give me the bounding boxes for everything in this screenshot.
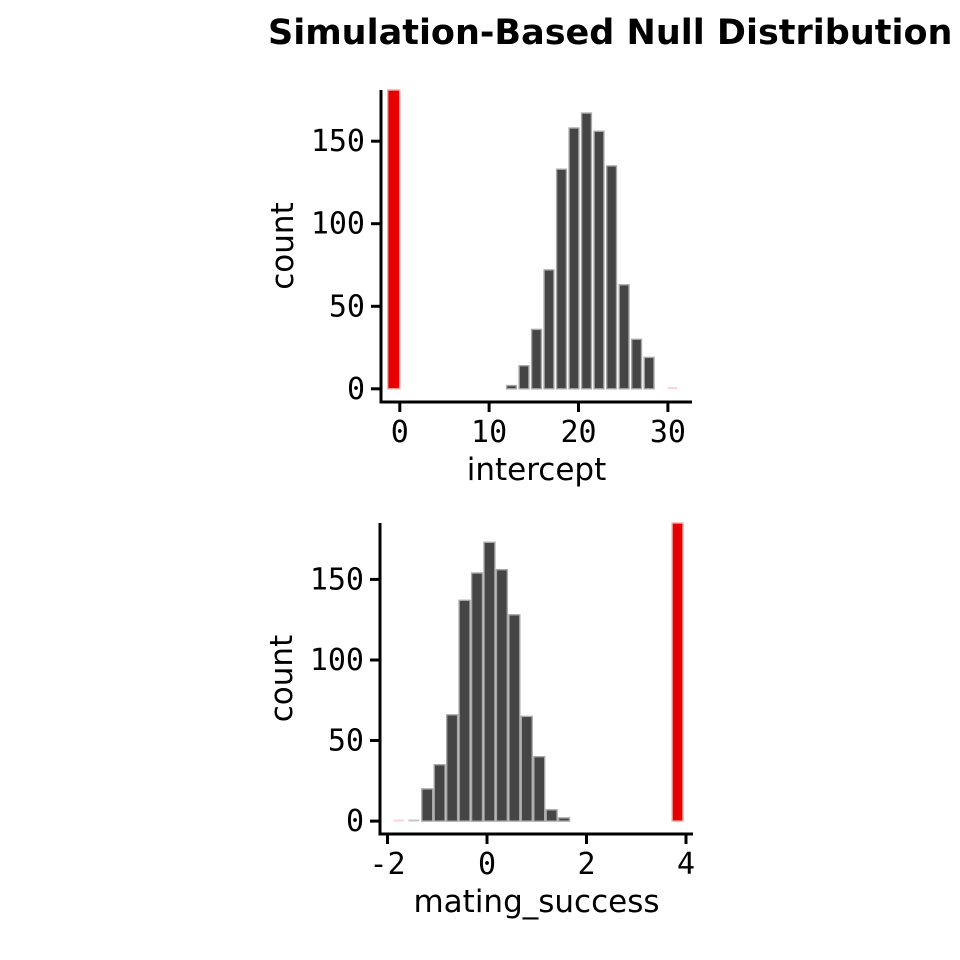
- x-tick-label: -2: [369, 847, 405, 882]
- x-tick-label: 0: [478, 847, 496, 882]
- y-tick-label: 100: [310, 643, 364, 678]
- histogram-bar: [505, 384, 518, 390]
- y-axis-label: count: [265, 202, 301, 289]
- histogram-bar: [545, 809, 558, 822]
- y-tick-label: 150: [310, 562, 364, 597]
- x-tick-label: 30: [650, 415, 686, 450]
- y-tick-label: 100: [311, 207, 365, 242]
- histogram-bar: [446, 714, 459, 822]
- y-tick-label: 50: [329, 289, 365, 324]
- histogram-bar: [580, 112, 593, 390]
- histogram-bar: [470, 572, 484, 822]
- y-tick-label: 50: [328, 724, 364, 759]
- y-tick-label: 0: [347, 372, 365, 407]
- figure-title: Simulation-Based Null Distribution: [268, 13, 953, 53]
- histogram-bar: [643, 356, 655, 390]
- histogram-bar: [495, 569, 508, 822]
- histogram-bar: [557, 817, 571, 822]
- x-tick-label: 0: [391, 415, 409, 450]
- histogram-bar: [568, 127, 580, 390]
- histogram-bar: [533, 756, 546, 822]
- pink-outlier-bar: [667, 387, 678, 390]
- histogram-bar: [618, 284, 630, 390]
- pale-outlier-bar: [408, 819, 420, 822]
- observed-stat-bar: [671, 522, 684, 822]
- histogram-bar: [518, 365, 530, 390]
- histogram-bar: [433, 764, 446, 822]
- y-axis-label: count: [264, 635, 300, 722]
- histogram-bar: [520, 715, 533, 822]
- histogram-bar: [555, 168, 568, 390]
- histogram-bar: [421, 788, 434, 822]
- y-tick-label: 150: [311, 124, 365, 159]
- x-tick-label: 20: [560, 415, 596, 450]
- histogram-bar: [483, 541, 496, 822]
- x-tick-label: 2: [577, 847, 595, 882]
- histogram-bar: [508, 614, 521, 822]
- histogram-bar: [530, 328, 543, 390]
- x-tick-label: 10: [471, 415, 507, 450]
- pink-outlier-bar: [393, 819, 405, 822]
- observed-stat-bar: [387, 89, 401, 390]
- histogram-bar: [543, 269, 555, 390]
- histogram-bar: [593, 130, 605, 390]
- histogram-bar: [458, 599, 471, 822]
- x-axis-label: intercept: [467, 452, 607, 488]
- histogram-bar: [606, 165, 618, 390]
- y-tick-label: 0: [346, 804, 364, 839]
- histogram-bar: [631, 338, 643, 390]
- x-axis-label: mating_success: [413, 884, 659, 920]
- x-tick-label: 4: [677, 847, 695, 882]
